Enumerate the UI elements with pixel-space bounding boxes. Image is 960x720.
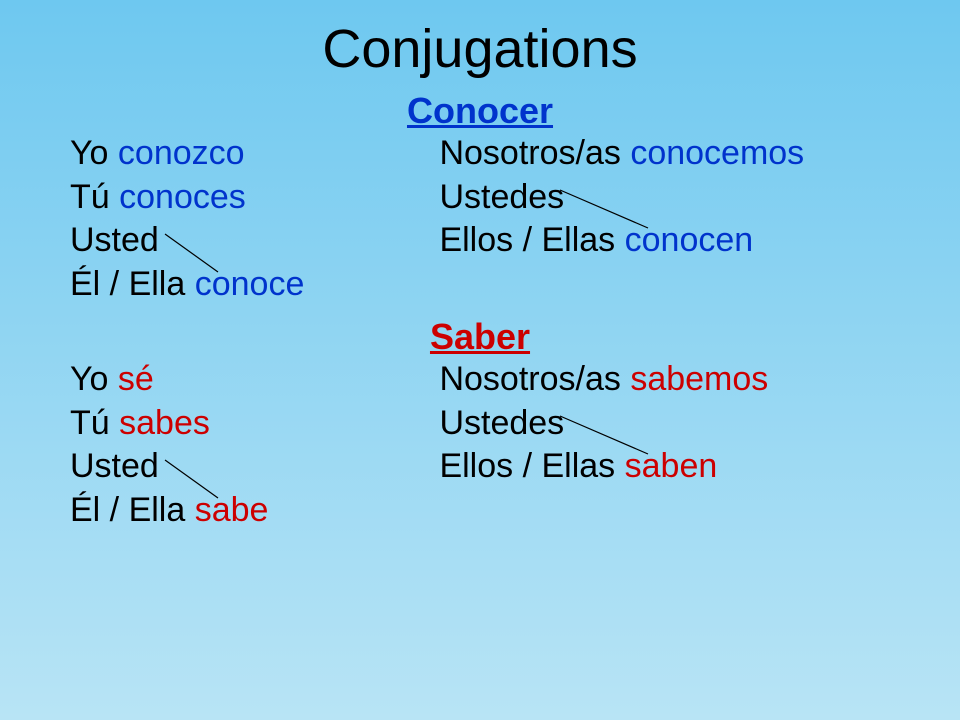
pronoun: Tú xyxy=(70,178,119,216)
table-row: Usted Ellos / Ellas conocen xyxy=(70,219,920,263)
table-row: Él / Ella conoce xyxy=(70,263,920,307)
verb-form: conozco xyxy=(118,134,245,172)
pronoun: Usted xyxy=(70,447,159,485)
verb-form: conoces xyxy=(119,178,246,216)
table-row: Él / Ella sabe xyxy=(70,489,920,533)
pronoun: Él / Ella xyxy=(70,491,185,529)
pronoun: Tú xyxy=(70,404,119,442)
table-row: Tú sabes Ustedes xyxy=(70,402,920,446)
pronoun: Él / Ella xyxy=(70,265,185,303)
verb1-heading: Conocer xyxy=(0,90,960,132)
table-row: Yo conozco Nosotros/as conocemos xyxy=(70,132,920,176)
verb-form: conocemos xyxy=(630,134,804,172)
table-row: Tú conoces Ustedes xyxy=(70,176,920,220)
verb-form: sabes xyxy=(119,404,210,442)
verb-form: conocen xyxy=(615,221,753,259)
table-row: Yo sé Nosotros/as sabemos xyxy=(70,358,920,402)
page-title: Conjugations xyxy=(0,0,960,80)
verb2-table: Yo sé Nosotros/as sabemos Tú sabes Usted… xyxy=(70,358,920,532)
pronoun: Nosotros/as xyxy=(439,134,630,172)
pronoun: Ellos / Ellas xyxy=(439,447,615,485)
verb1-table: Yo conozco Nosotros/as conocemos Tú cono… xyxy=(70,132,920,306)
pronoun: Nosotros/as xyxy=(439,360,630,398)
table-row: Usted Ellos / Ellas saben xyxy=(70,445,920,489)
verb-form: sabemos xyxy=(630,360,768,398)
verb-form: sabe xyxy=(185,491,268,529)
pronoun: Ellos / Ellas xyxy=(439,221,615,259)
pronoun: Yo xyxy=(70,360,118,398)
verb-form: saben xyxy=(615,447,717,485)
pronoun: Ustedes xyxy=(439,178,564,216)
pronoun: Usted xyxy=(70,221,159,259)
verb-form: conoce xyxy=(185,265,304,303)
verb2-heading: Saber xyxy=(0,316,960,358)
pronoun: Yo xyxy=(70,134,118,172)
pronoun: Ustedes xyxy=(439,404,564,442)
verb-form: sé xyxy=(118,360,154,398)
